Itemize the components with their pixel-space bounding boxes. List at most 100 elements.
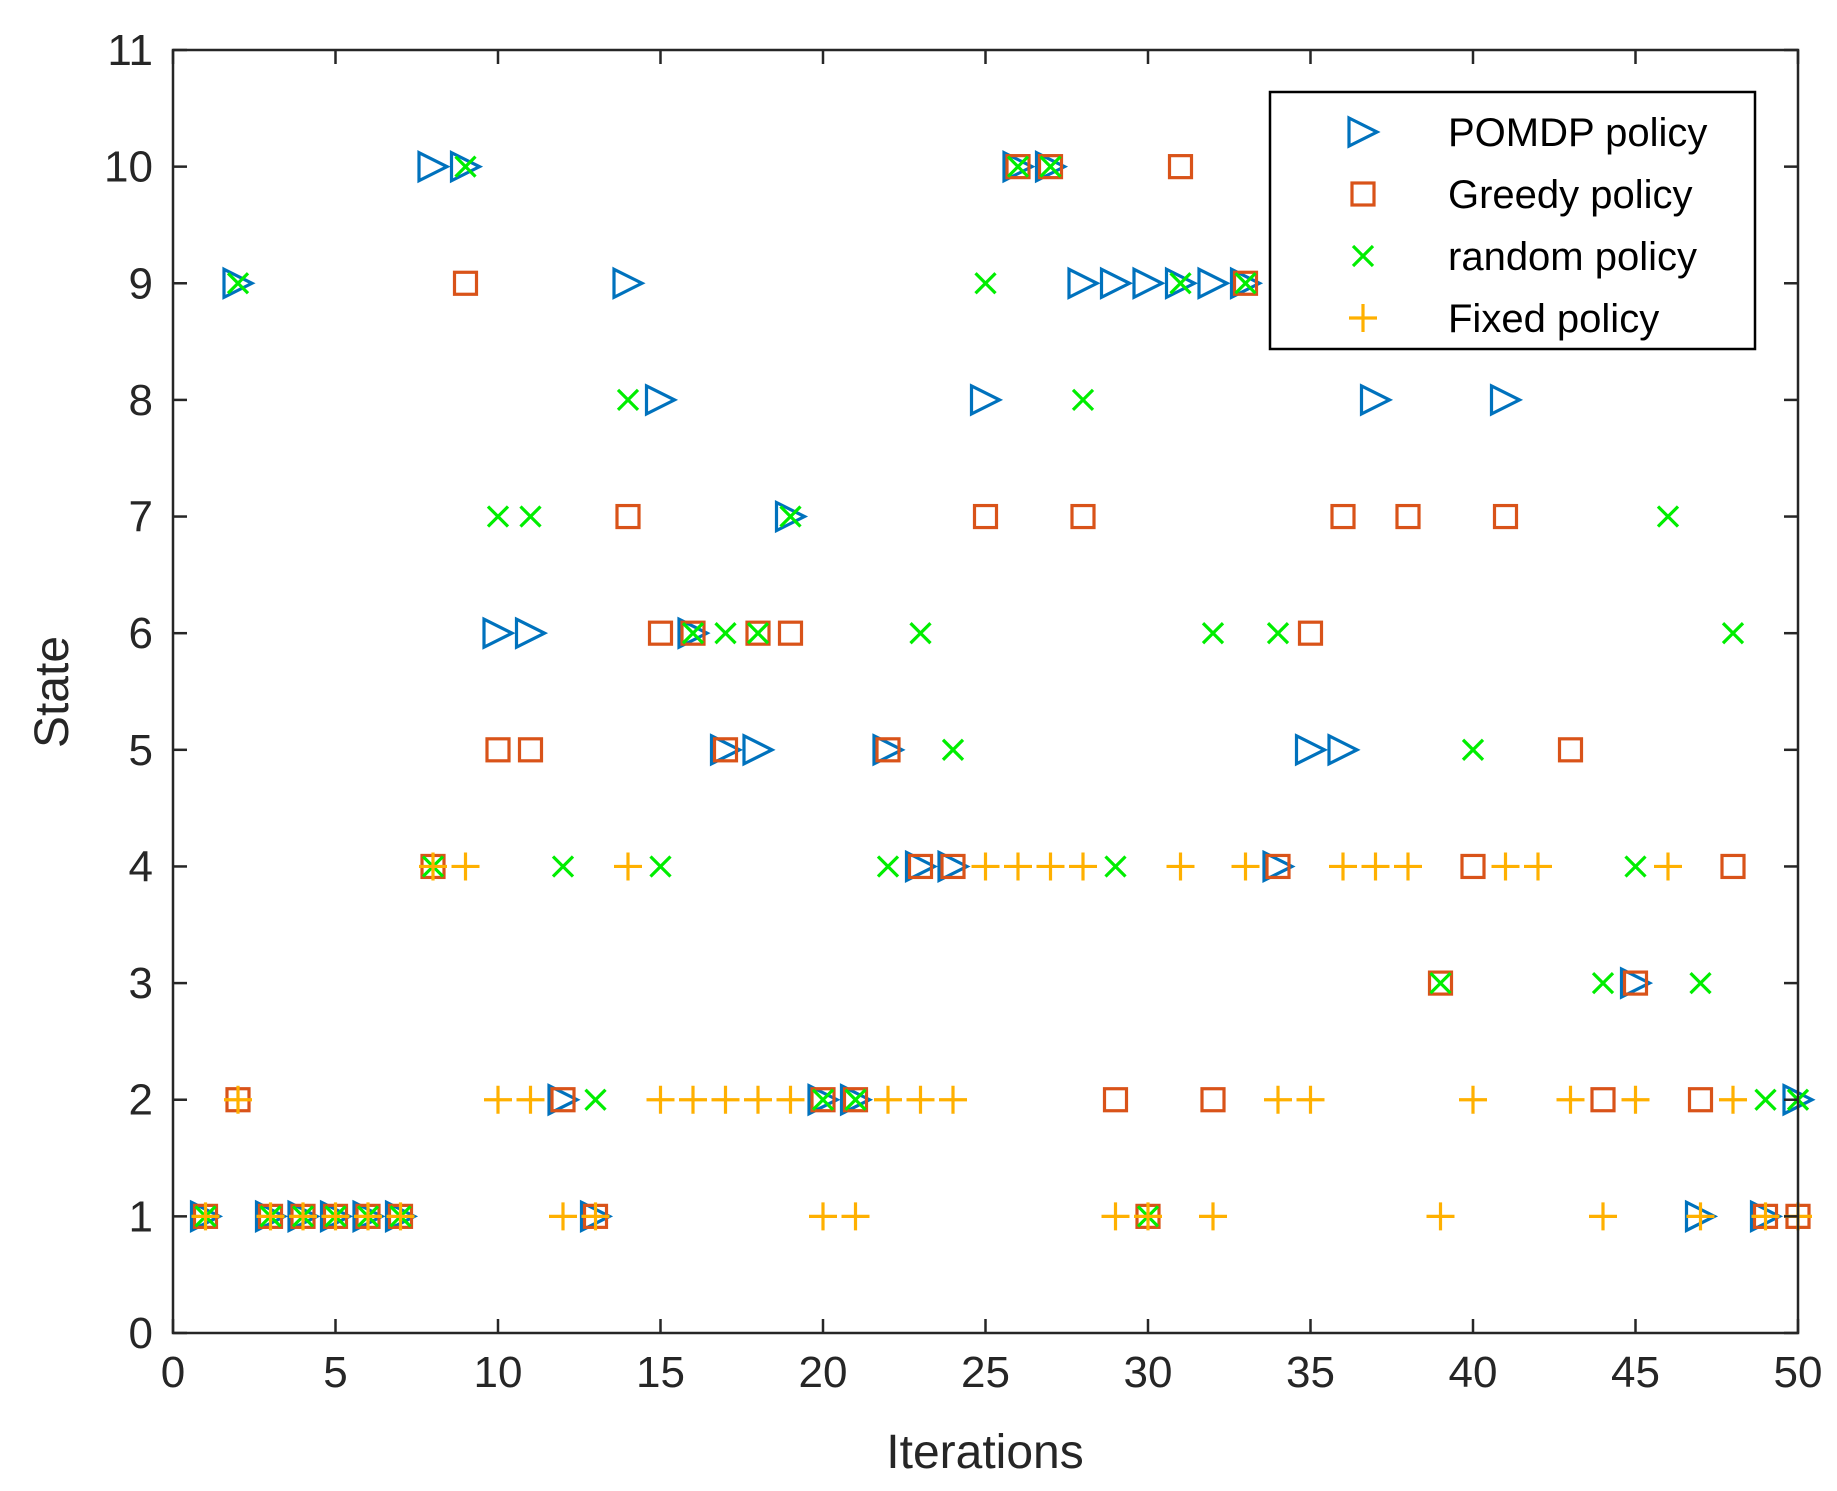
data-point bbox=[482, 616, 516, 650]
data-point bbox=[451, 852, 480, 881]
data-point bbox=[321, 1202, 350, 1231]
data-marks bbox=[189, 150, 1816, 1233]
data-point bbox=[872, 733, 906, 767]
data-point bbox=[1589, 1202, 1617, 1231]
legend: POMDP policy Greedy policy random policy Fi… bbox=[1268, 90, 1757, 351]
data-point bbox=[516, 1085, 545, 1114]
data-point bbox=[1297, 620, 1324, 646]
data-point bbox=[1266, 622, 1290, 645]
data-point bbox=[1395, 503, 1421, 530]
data-point bbox=[1034, 150, 1069, 184]
data-point bbox=[745, 620, 771, 646]
data-point bbox=[746, 622, 770, 645]
y-tick-label: 3 bbox=[129, 959, 153, 1008]
x-axis-title: Iterations bbox=[886, 1426, 1083, 1479]
data-point bbox=[649, 855, 672, 878]
data-point bbox=[612, 266, 646, 300]
data-point bbox=[1002, 150, 1036, 184]
data-point bbox=[842, 1087, 869, 1113]
data-point bbox=[1265, 853, 1291, 880]
data-point bbox=[1491, 852, 1520, 881]
legend-entry: Fixed policy bbox=[1349, 297, 1659, 341]
data-point bbox=[454, 155, 477, 178]
data-point bbox=[616, 388, 640, 412]
data-point bbox=[354, 1202, 382, 1231]
y-tick-label: 0 bbox=[129, 1309, 153, 1358]
data-point bbox=[1429, 971, 1452, 995]
x-tick-label: 10 bbox=[474, 1348, 523, 1397]
data-point bbox=[1327, 733, 1361, 767]
data-point bbox=[1619, 966, 1654, 1000]
data-point bbox=[615, 503, 641, 530]
x-tick-label: 25 bbox=[961, 1348, 1010, 1397]
data-point bbox=[1164, 266, 1199, 300]
x-tick-label: 40 bbox=[1449, 1348, 1498, 1397]
data-point bbox=[549, 1202, 577, 1231]
data-point bbox=[1070, 503, 1096, 530]
legend-entry: POMDP policy bbox=[1347, 111, 1707, 155]
y-axis-title: State bbox=[26, 636, 79, 748]
data-point bbox=[681, 622, 705, 645]
data-point bbox=[1687, 1087, 1714, 1113]
data-point bbox=[1556, 1085, 1585, 1114]
data-point bbox=[519, 505, 542, 528]
data-point bbox=[1262, 849, 1296, 884]
data-point bbox=[714, 622, 737, 645]
x-tick-label: 5 bbox=[323, 1348, 347, 1397]
data-point bbox=[1427, 970, 1454, 996]
y-tick-label: 4 bbox=[129, 842, 153, 891]
series-plus bbox=[191, 852, 1812, 1231]
data-point bbox=[906, 1085, 935, 1114]
data-point bbox=[744, 1085, 772, 1114]
data-point bbox=[1330, 503, 1356, 530]
data-point bbox=[419, 852, 447, 881]
data-point bbox=[969, 383, 1004, 417]
axes-box bbox=[171, 48, 1800, 1335]
data-point bbox=[809, 1202, 837, 1231]
y-tick-label: 10 bbox=[104, 143, 153, 192]
data-point bbox=[904, 849, 939, 884]
data-point bbox=[937, 849, 971, 884]
data-point bbox=[1232, 270, 1259, 296]
data-point bbox=[677, 616, 711, 650]
data-point bbox=[680, 620, 706, 646]
data-point bbox=[614, 852, 642, 881]
data-point bbox=[1459, 1085, 1487, 1114]
data-point bbox=[1069, 852, 1097, 881]
data-point bbox=[1492, 503, 1519, 530]
x-tick-label: 30 bbox=[1124, 1348, 1173, 1397]
data-point bbox=[222, 266, 256, 300]
data-point bbox=[774, 499, 809, 534]
data-point bbox=[1166, 852, 1195, 881]
y-tick-label: 5 bbox=[129, 726, 153, 775]
data-point bbox=[1394, 852, 1422, 881]
data-point bbox=[1199, 1202, 1227, 1231]
data-point bbox=[939, 1085, 967, 1114]
data-point bbox=[1426, 1202, 1455, 1231]
data-point bbox=[1621, 1085, 1650, 1114]
data-point bbox=[581, 1202, 610, 1231]
data-point bbox=[191, 1202, 220, 1231]
data-point bbox=[1721, 622, 1745, 645]
data-point bbox=[1005, 154, 1031, 180]
data-point bbox=[709, 733, 744, 767]
legend-label: Greedy policy bbox=[1448, 173, 1693, 217]
data-point bbox=[256, 1202, 285, 1231]
data-point bbox=[941, 738, 965, 761]
data-point bbox=[1294, 733, 1329, 767]
data-point bbox=[1557, 737, 1584, 763]
data-point bbox=[711, 1085, 740, 1114]
data-point bbox=[1264, 1085, 1292, 1114]
legend-marker bbox=[1350, 181, 1376, 207]
data-point bbox=[1037, 154, 1064, 180]
data-point bbox=[844, 1088, 867, 1111]
data-point bbox=[1099, 266, 1134, 300]
data-point bbox=[742, 733, 776, 767]
data-point bbox=[547, 1083, 581, 1117]
data-point bbox=[940, 853, 966, 880]
data-point bbox=[777, 620, 804, 646]
data-point bbox=[1754, 1088, 1777, 1111]
data-point bbox=[514, 616, 549, 650]
data-point bbox=[226, 272, 250, 295]
